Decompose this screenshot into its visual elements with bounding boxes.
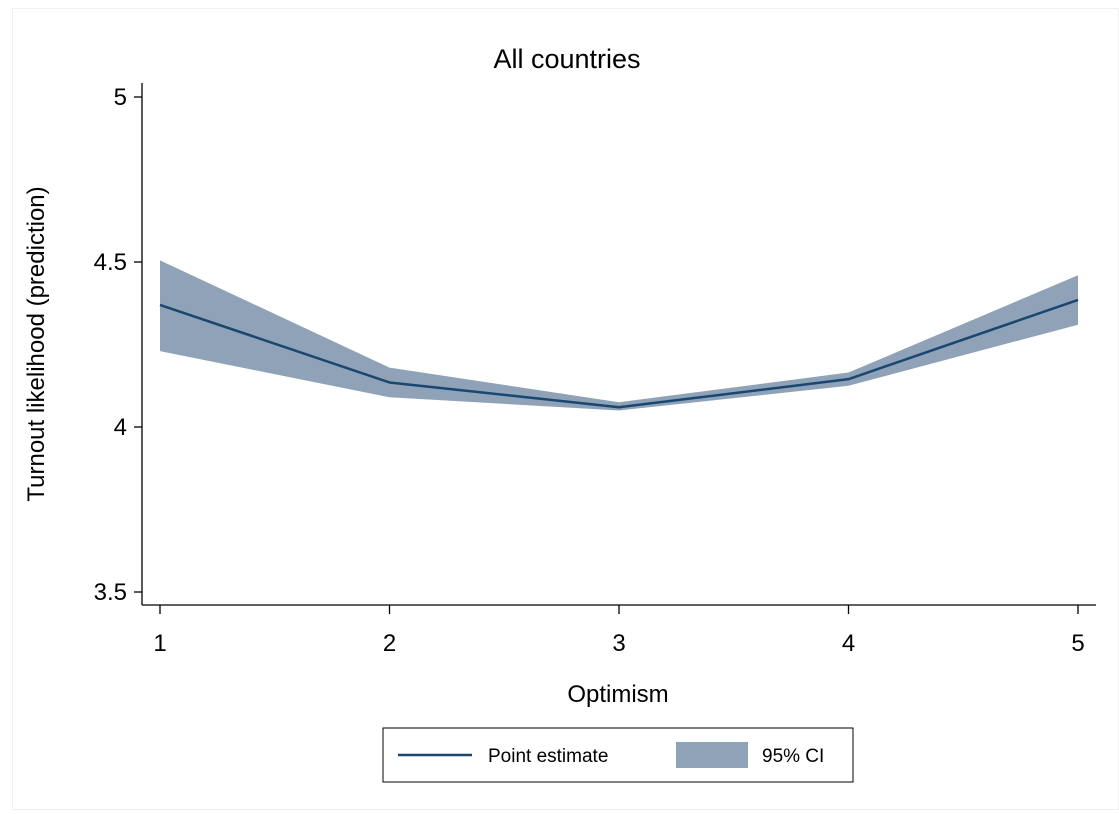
x-axis-label: Optimism [567,681,668,708]
x-tick-label: 4 [842,630,855,657]
point-estimate-layer [159,298,1079,409]
legend-key-95-ci [676,742,748,768]
y-axis-label: Turnout likelihood (prediction) [23,186,50,501]
x-tick-label: 3 [612,630,625,657]
chart-title: All countries [493,44,640,74]
legend-label-point-estimate: Point estimate [488,746,608,767]
legend: Point estimate 95% CI [382,727,854,783]
point-estimate-line [159,298,1079,409]
y-tick-label: 5 [114,84,127,111]
x-tick-label: 2 [383,630,396,657]
y-tick-label: 4.5 [94,249,127,276]
x-tick-label: 5 [1071,630,1084,657]
legend-label-95-ci: 95% CI [762,746,824,767]
x-axis-ticks: 1 2 3 4 5 [153,605,1085,657]
y-tick-label: 3.5 [94,579,127,606]
ci-band [160,260,1078,411]
y-tick-label: 4 [114,414,127,441]
chart-frame [12,8,1119,810]
ci-band-layer [160,260,1078,411]
y-axis-ticks: 3.5 4 4.5 5 [94,84,142,606]
x-tick-label: 1 [153,630,166,657]
